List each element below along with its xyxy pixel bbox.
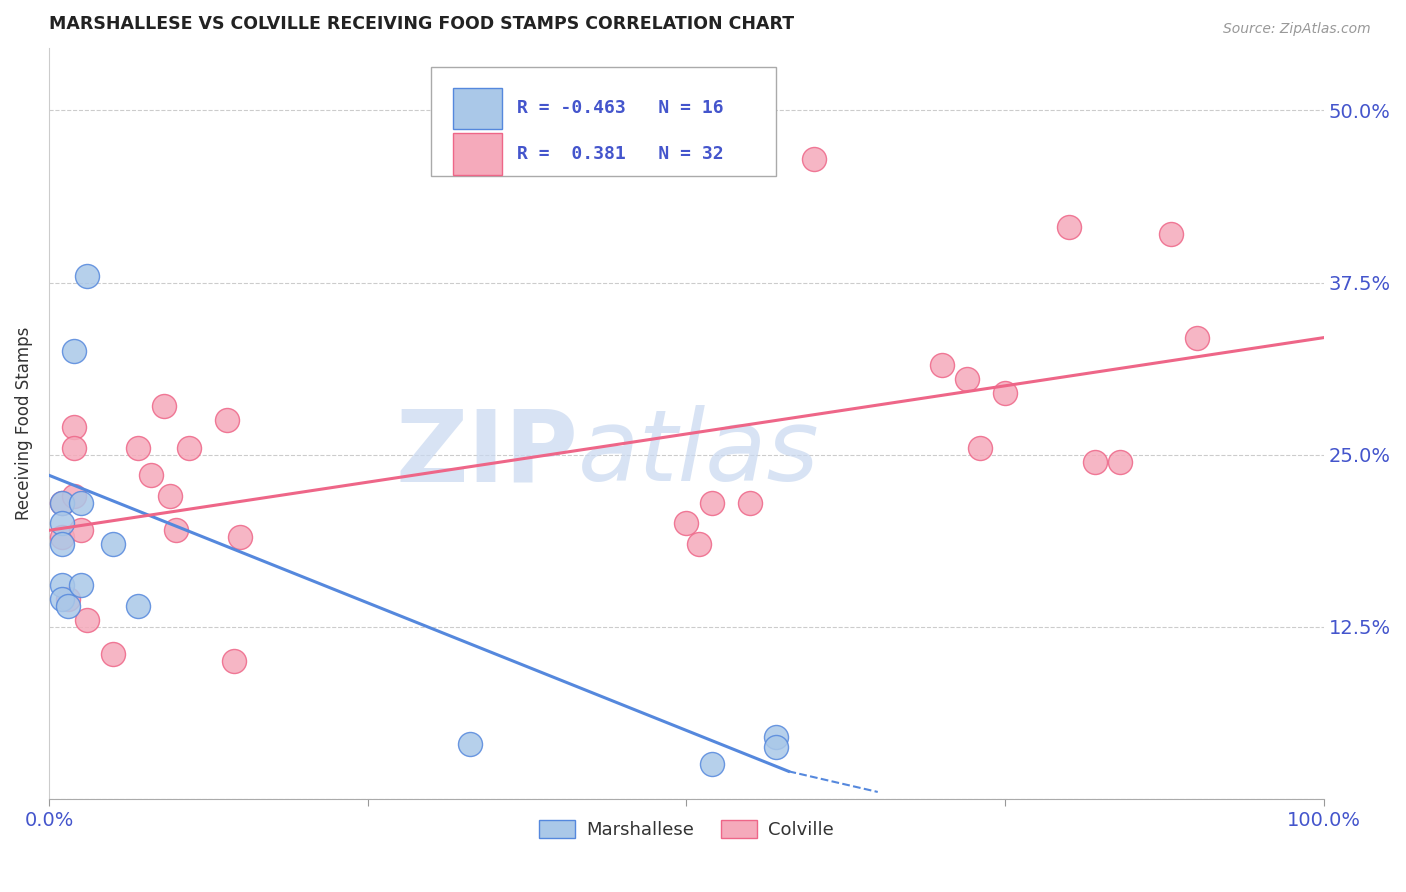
Point: [101, 537, 124, 551]
Point: [700, 496, 723, 510]
Point: [994, 385, 1017, 400]
Text: MARSHALLESE VS COLVILLE RECEIVING FOOD STAMPS CORRELATION CHART: MARSHALLESE VS COLVILLE RECEIVING FOOD S…: [49, 15, 794, 33]
Point: [166, 524, 188, 538]
Point: [1057, 220, 1080, 235]
Point: [51, 496, 73, 510]
Point: [51, 537, 73, 551]
FancyBboxPatch shape: [432, 67, 776, 176]
Text: R =  0.381   N = 32: R = 0.381 N = 32: [517, 145, 724, 163]
Text: Source: ZipAtlas.com: Source: ZipAtlas.com: [1223, 22, 1371, 37]
Point: [51, 578, 73, 592]
Point: [127, 599, 149, 613]
Point: [222, 654, 245, 668]
Point: [229, 530, 252, 544]
Point: [700, 757, 723, 772]
Point: [63, 441, 86, 455]
Text: R = -0.463   N = 16: R = -0.463 N = 16: [517, 99, 724, 118]
Point: [159, 489, 181, 503]
Legend: Marshallese, Colville: Marshallese, Colville: [531, 813, 841, 847]
Point: [70, 496, 93, 510]
Point: [70, 524, 93, 538]
Point: [179, 441, 201, 455]
Point: [76, 613, 98, 627]
Point: [152, 400, 174, 414]
Point: [56, 592, 79, 607]
Text: atlas: atlas: [578, 405, 820, 502]
Point: [51, 530, 73, 544]
Point: [76, 268, 98, 283]
Point: [56, 599, 79, 613]
Point: [765, 739, 787, 754]
Point: [70, 578, 93, 592]
Point: [63, 489, 86, 503]
Point: [63, 344, 86, 359]
Text: ZIP: ZIP: [395, 405, 578, 502]
Point: [1109, 454, 1132, 468]
Bar: [453, 134, 502, 175]
Point: [969, 441, 991, 455]
Point: [139, 468, 162, 483]
Y-axis label: Receiving Food Stamps: Receiving Food Stamps: [15, 327, 32, 520]
Point: [127, 441, 149, 455]
Point: [956, 372, 979, 386]
Point: [63, 420, 86, 434]
Point: [458, 737, 481, 751]
Point: [803, 152, 825, 166]
Point: [931, 358, 953, 372]
Point: [765, 730, 787, 744]
Bar: [453, 87, 502, 129]
Point: [51, 516, 73, 531]
Point: [740, 496, 762, 510]
Point: [217, 413, 239, 427]
Point: [688, 537, 710, 551]
Point: [51, 496, 73, 510]
Point: [1185, 330, 1208, 344]
Point: [101, 647, 124, 661]
Point: [1083, 454, 1105, 468]
Point: [675, 516, 697, 531]
Point: [51, 592, 73, 607]
Point: [1160, 227, 1182, 242]
